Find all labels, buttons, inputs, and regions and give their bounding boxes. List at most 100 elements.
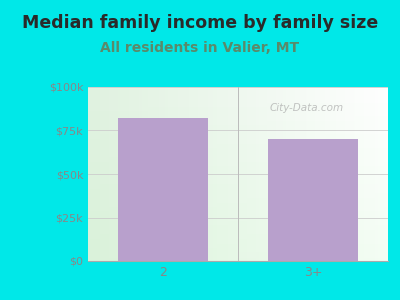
Bar [289,87,290,261]
Bar [88,192,388,193]
Bar [326,87,328,261]
Bar [348,87,349,261]
Bar [181,87,182,261]
Bar [88,116,388,117]
Bar [88,152,388,153]
Bar [88,230,388,231]
Text: All residents in Valier, MT: All residents in Valier, MT [100,40,300,55]
Bar [356,87,358,261]
Bar [234,87,235,261]
Bar [320,87,322,261]
Bar [182,87,184,261]
Bar [248,87,250,261]
Bar [349,87,350,261]
Bar [259,87,260,261]
Bar [88,120,388,121]
Bar [184,87,186,261]
Bar [88,205,388,206]
Bar [88,137,388,138]
Bar [96,87,97,261]
Bar [88,238,388,239]
Bar [88,233,388,234]
Bar [271,87,272,261]
Text: Median family income by family size: Median family income by family size [22,14,378,32]
Bar [88,139,388,140]
Bar [145,87,146,261]
Bar [186,87,187,261]
Bar [88,164,388,165]
Bar [223,87,224,261]
Bar [88,117,388,118]
Bar [362,87,364,261]
Bar [88,170,388,171]
Bar [88,189,388,190]
Bar [88,167,388,168]
Bar [88,93,388,94]
Bar [88,159,388,160]
Bar [88,169,388,170]
Bar [88,250,388,251]
Bar [98,87,100,261]
Bar [88,231,388,232]
Bar [252,87,253,261]
Bar [88,108,388,109]
Bar [324,87,325,261]
Bar [88,216,388,217]
Bar [306,87,307,261]
Bar [88,94,388,95]
Bar [88,150,388,151]
Bar [88,255,388,256]
Bar [121,87,122,261]
Bar [88,132,388,133]
Bar [88,105,388,106]
Bar [199,87,200,261]
Bar [256,87,258,261]
Bar [342,87,343,261]
Bar [314,87,316,261]
Bar [266,87,268,261]
Bar [192,87,193,261]
Bar [100,87,102,261]
Bar [175,87,176,261]
Bar [355,87,356,261]
Bar [360,87,361,261]
Bar [112,87,114,261]
Bar [235,87,236,261]
Bar [132,87,133,261]
Bar [88,161,388,162]
Bar [142,87,144,261]
Bar [92,87,94,261]
Bar [138,87,139,261]
Bar [126,87,127,261]
Bar [88,88,388,89]
Bar [88,104,388,105]
Bar [88,185,388,186]
Bar [88,194,388,195]
Bar [88,180,388,181]
Bar [302,87,304,261]
Bar [122,87,124,261]
Bar [88,99,388,100]
Bar [88,237,388,238]
Bar [139,87,140,261]
Bar [322,87,324,261]
Bar [88,241,388,242]
Bar [238,87,240,261]
Bar [172,87,174,261]
Bar [88,143,388,144]
Bar [88,154,388,155]
Bar [246,87,247,261]
Bar [282,87,283,261]
Bar [146,87,148,261]
Bar [328,87,330,261]
Bar [88,243,388,244]
Bar [358,87,360,261]
Bar [88,115,388,116]
Bar [312,87,313,261]
Bar [277,87,278,261]
Bar [140,87,142,261]
Bar [164,87,166,261]
Bar [278,87,280,261]
Bar [316,87,318,261]
Bar [88,226,388,227]
